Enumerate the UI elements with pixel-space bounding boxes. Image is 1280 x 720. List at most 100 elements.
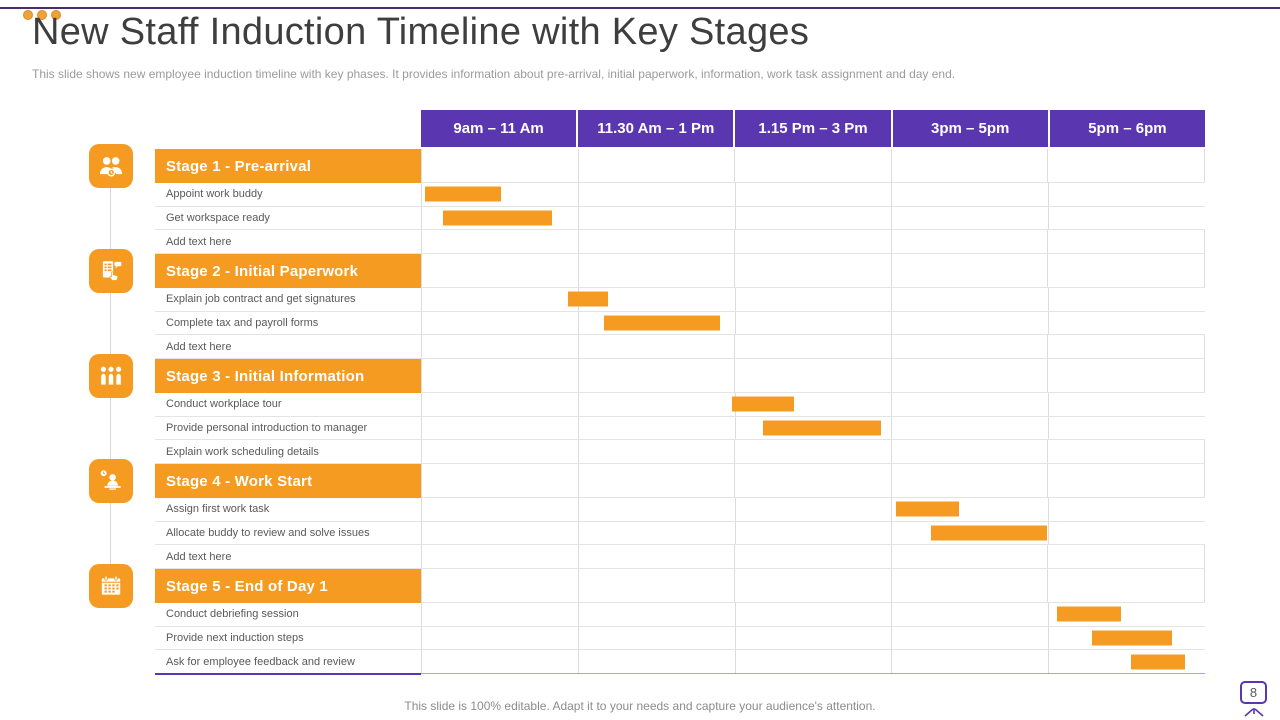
calendar-icon	[101, 575, 121, 595]
timeline-cell	[1047, 335, 1205, 359]
task-label: Allocate buddy to review and solve issue…	[166, 527, 370, 539]
timeline-rows: Stage 1 - Pre-arrival Appoint work buddy G…	[155, 149, 1205, 675]
timeline-cell	[421, 440, 578, 464]
accent-dot	[37, 10, 47, 20]
timeline-cell	[890, 254, 1048, 287]
timeline-row-cells	[421, 521, 1205, 545]
stage-header-label: Stage 5 - End of Day 1	[155, 569, 421, 603]
accent-dot	[23, 10, 33, 20]
task-label: Explain work scheduling details	[166, 445, 319, 458]
time-column-header: 9am – 11 Am	[421, 110, 577, 147]
task-row: Add text here	[155, 335, 1205, 360]
timeline-cell	[1048, 393, 1205, 416]
timeline-cell	[577, 416, 735, 440]
time-column-header: 5pm – 6pm	[1049, 110, 1206, 147]
three-people-icon	[100, 366, 122, 385]
timeline-row-cells	[421, 650, 1205, 674]
timeline-row-cells	[421, 230, 1205, 254]
timeline-cell	[421, 498, 578, 521]
task-row: Assign first work task	[155, 498, 1205, 522]
timeline-cell	[891, 498, 1048, 521]
timeline-cell	[421, 545, 578, 569]
timeline-cell	[890, 149, 1048, 182]
timeline-cell	[577, 311, 735, 335]
timeline-cell	[891, 183, 1048, 206]
timeline-cell	[1048, 416, 1205, 440]
gantt-bar	[1092, 630, 1173, 646]
timeline-cell	[891, 393, 1048, 416]
timeline-cell	[577, 545, 735, 569]
slide-footer: This slide is 100% editable. Adapt it to…	[404, 699, 876, 713]
timeline-cell	[421, 521, 578, 545]
timeline-cell	[890, 230, 1048, 254]
task-label: Provide personal introduction to manager	[166, 422, 368, 434]
timeline-cell	[891, 206, 1048, 230]
timeline-cell	[421, 393, 578, 416]
timeline-cell	[577, 626, 735, 650]
timeline-cell	[734, 254, 891, 287]
timeline-cell	[734, 416, 892, 440]
timeline-row-cells	[421, 254, 1205, 288]
timeline-cell	[891, 650, 1048, 674]
timeline-cell	[1047, 545, 1205, 569]
timeline-cell	[1048, 650, 1205, 674]
timeline-cell	[891, 311, 1048, 335]
task-label: Add text here	[166, 235, 232, 248]
timeline-cell	[421, 311, 578, 335]
task-row: Explain work scheduling details	[155, 440, 1205, 465]
gantt-bar	[568, 291, 608, 307]
timeline-cell	[890, 545, 1048, 569]
slide-subtitle: This slide shows new employee induction …	[32, 67, 956, 81]
timeline-cell	[734, 311, 892, 335]
task-row: Explain job contract and get signatures	[155, 288, 1205, 312]
timeline-row-cells	[421, 545, 1205, 569]
timeline-row-cells	[421, 569, 1205, 603]
task-row: Add text here	[155, 230, 1205, 255]
stage-header-row: Stage 4 - Work Start	[155, 464, 1205, 498]
timeline-row-cells	[421, 393, 1205, 416]
task-row: Provide personal introduction to manager	[155, 416, 1205, 441]
task-label: Provide next induction steps	[166, 632, 304, 644]
timeline-row-cells	[421, 311, 1205, 335]
stage-icon-box	[89, 354, 133, 398]
task-row: Conduct workplace tour	[155, 393, 1205, 417]
timeline-cell	[421, 149, 578, 182]
stage-icon-box	[89, 249, 133, 293]
gantt-bar	[896, 501, 959, 517]
timeline-cell	[577, 603, 735, 626]
timeline-cell	[890, 359, 1048, 392]
timeline-cell	[734, 335, 891, 359]
timeline-cell	[421, 206, 578, 230]
timeline-cell	[734, 464, 891, 497]
task-row: Add text here	[155, 545, 1205, 570]
timeline-cell	[891, 521, 1048, 545]
timeline-cell	[734, 650, 892, 674]
two-users-clock-icon	[99, 157, 123, 177]
timeline-cell	[577, 498, 735, 521]
table-bottom-orange-line	[421, 673, 1205, 674]
timeline-cell	[890, 440, 1048, 464]
timeline-cell	[421, 183, 578, 206]
gantt-bar	[762, 420, 882, 436]
task-label: Ask for employee feedback and review	[166, 655, 355, 668]
timeline-cell	[421, 335, 578, 359]
timeline-cell	[734, 359, 891, 392]
timeline-row-cells	[421, 206, 1205, 230]
task-row: Appoint work buddy	[155, 183, 1205, 207]
timeline-cell	[734, 521, 892, 545]
gantt-bar	[732, 396, 795, 412]
stage-block: Stage 1 - Pre-arrival Appoint work buddy G…	[155, 149, 1205, 255]
timeline-cell	[734, 183, 892, 206]
stage-header-row: Stage 2 - Initial Paperwork	[155, 254, 1205, 288]
timeline-row-cells	[421, 626, 1205, 650]
task-label: Get workspace ready	[166, 212, 270, 224]
timeline-cell	[421, 464, 578, 497]
timeline-cell	[734, 626, 892, 650]
timeline-row-cells	[421, 149, 1205, 183]
table-bottom-purple-line	[155, 673, 421, 675]
timeline-cell	[1048, 498, 1205, 521]
stage-block: Stage 3 - Initial Information Conduct wor…	[155, 359, 1205, 465]
timeline-cell	[891, 626, 1048, 650]
stage-header-row: Stage 1 - Pre-arrival	[155, 149, 1205, 183]
